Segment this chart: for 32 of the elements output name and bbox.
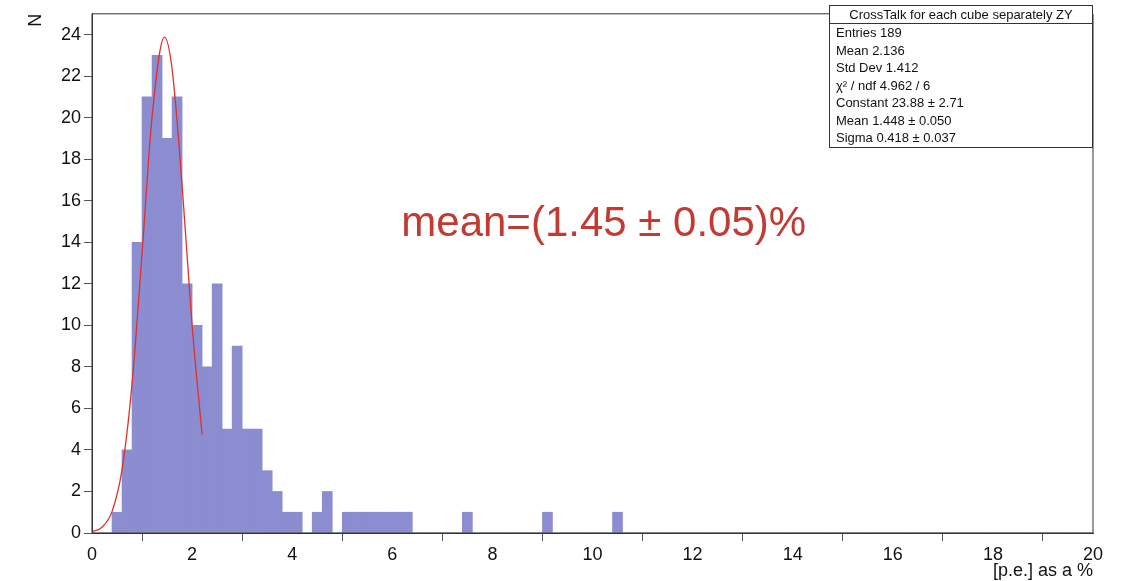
x-tick-label: 0 [86,543,98,564]
x-tick-label: 16 [882,543,903,564]
x-tick-label: 12 [682,543,703,564]
y-tick-label: 8 [70,355,81,376]
annotation: Sigma 0.418 ± 0.037 [835,129,957,147]
y-tick-label: 12 [60,272,81,293]
annotation: Mean 2.136 [835,41,906,59]
x-tick-label: 6 [387,543,398,564]
annotation: mean=(1.45 ± 0.05)% [401,197,807,245]
y-tick-label: 0 [70,521,81,542]
x-tick-label: 2 [187,543,198,564]
y-tick-label: 22 [60,65,81,86]
y-tick-label: 16 [60,189,81,210]
y-tick-label: 4 [70,438,81,459]
x-tick-label: 8 [487,543,498,564]
y-tick-label: 20 [60,106,81,127]
x-tick-label: 4 [287,543,298,564]
y-tick-label: 6 [70,397,81,418]
y-tick-label: 10 [60,314,81,335]
annotation: CrossTalk for each cube separately ZY [830,6,1092,24]
y-tick-label: 2 [70,480,81,501]
x-tick-label: 10 [582,543,603,564]
y-tick-label: 18 [60,148,81,169]
annotation: χ² / ndf 4.962 / 6 [835,76,932,94]
y-axis-title: N [24,13,45,27]
annotation: Std Dev 1.412 [835,59,920,77]
annotation: Mean 1.448 ± 0.050 [835,111,953,129]
x-tick-label: 14 [782,543,803,564]
y-tick-label: 14 [60,231,81,252]
annotation: Constant 23.88 ± 2.71 [835,94,965,112]
annotation: Entries 189 [835,24,903,42]
y-tick-label: 24 [60,23,81,44]
